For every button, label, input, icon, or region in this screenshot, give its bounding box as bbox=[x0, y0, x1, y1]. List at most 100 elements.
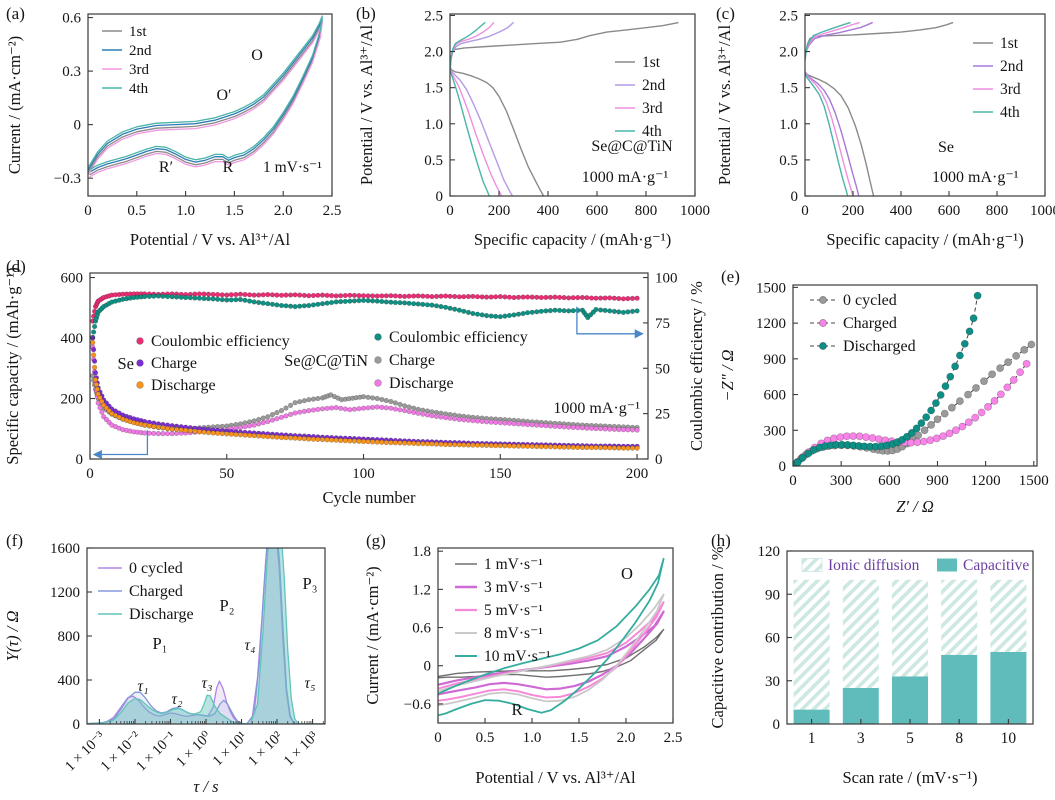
svg-text:0: 0 bbox=[791, 189, 799, 205]
svg-text:Z′ / Ω: Z′ / Ω bbox=[896, 497, 934, 516]
svg-text:0: 0 bbox=[655, 452, 663, 468]
svg-text:0: 0 bbox=[74, 118, 82, 134]
svg-text:2nd: 2nd bbox=[642, 77, 666, 94]
svg-text:100: 100 bbox=[655, 271, 678, 287]
plot-frame bbox=[792, 284, 1038, 467]
svg-text:600: 600 bbox=[878, 473, 901, 489]
svg-text:Ionic diffusion: Ionic diffusion bbox=[828, 557, 920, 574]
svg-text:50: 50 bbox=[219, 466, 234, 482]
svg-text:1500: 1500 bbox=[756, 280, 786, 296]
svg-text:50: 50 bbox=[655, 361, 670, 377]
svg-text:0: 0 bbox=[779, 459, 787, 475]
svg-text:300: 300 bbox=[830, 473, 853, 489]
svg-text:150: 150 bbox=[489, 466, 512, 482]
panel-g-chart: 0 0.5 1.0 1.5 2.0 2.5 −0.6 0 0.6 1.2 1.8 Potential … bbox=[363, 544, 682, 787]
svg-text:Charge: Charge bbox=[389, 352, 435, 369]
svg-text:P₂: P₂ bbox=[220, 596, 235, 615]
plot-frame bbox=[89, 272, 649, 460]
panel-c-label: (c) bbox=[716, 4, 735, 23]
bar-capacitive bbox=[842, 687, 879, 724]
svg-text:−0.3: −0.3 bbox=[54, 171, 81, 187]
svg-text:0.6: 0.6 bbox=[412, 621, 431, 637]
svg-text:1000 mA·g⁻¹: 1000 mA·g⁻¹ bbox=[553, 400, 640, 417]
svg-text:Current / (mA·cm⁻²): Current / (mA·cm⁻²) bbox=[363, 566, 382, 704]
panel-f: (f) 1 × 10⁻³ 1 × 10⁻² 1 × 10⁻¹ 1 × 10⁰ 1 × 1… bbox=[0, 521, 360, 800]
svg-text:8: 8 bbox=[955, 730, 963, 747]
svg-text:1st: 1st bbox=[1000, 35, 1019, 52]
svg-text:1.0: 1.0 bbox=[523, 730, 542, 746]
svg-text:0: 0 bbox=[436, 189, 444, 205]
svg-text:0 cycled: 0 cycled bbox=[843, 292, 897, 309]
svg-text:2nd: 2nd bbox=[1000, 58, 1024, 75]
panel-d-label: (d) bbox=[6, 257, 26, 276]
svg-text:Discharged: Discharged bbox=[843, 338, 916, 355]
panel-a: (a) 0 0.5 1.0 1.5 2.0 2.5 −0.3 0 0.3 0.6 Potential… bbox=[0, 0, 350, 252]
svg-text:1.5: 1.5 bbox=[225, 203, 244, 219]
svg-text:3rd: 3rd bbox=[129, 62, 149, 78]
panel-e-series-layer bbox=[793, 291, 1036, 466]
svg-text:10 mV·s⁻¹: 10 mV·s⁻¹ bbox=[484, 648, 551, 665]
svg-text:1st: 1st bbox=[642, 54, 661, 71]
bar-capacitive bbox=[892, 676, 928, 724]
svg-text:0.6: 0.6 bbox=[62, 11, 81, 27]
svg-text:O′: O′ bbox=[216, 87, 231, 104]
svg-text:3rd: 3rd bbox=[1000, 81, 1021, 98]
svg-text:600: 600 bbox=[764, 388, 787, 404]
svg-text:Scan rate / (mV·s⁻¹): Scan rate / (mV·s⁻¹) bbox=[842, 768, 977, 787]
svg-text:O: O bbox=[251, 47, 263, 64]
svg-text:0: 0 bbox=[789, 473, 797, 489]
bar-capacitive bbox=[990, 651, 1027, 724]
svg-text:Discharge: Discharge bbox=[129, 606, 194, 623]
panel-b-chart: 0 200 400 600 800 1000 0 0.5 1.0 1.5 2.0 2.5 Specifi… bbox=[357, 8, 710, 249]
svg-text:5 mV·s⁻¹: 5 mV·s⁻¹ bbox=[484, 602, 543, 619]
svg-text:0.5: 0.5 bbox=[779, 153, 798, 169]
panel-b: (b) 0 200 400 600 800 1000 0 0.5 1.0 1.5 2.0 2.5 Spe… bbox=[350, 0, 710, 252]
svg-text:Specific capacity / (mAh·g⁻¹): Specific capacity / (mAh·g⁻¹) bbox=[3, 267, 22, 464]
svg-text:R′: R′ bbox=[159, 159, 173, 176]
svg-text:10: 10 bbox=[1001, 730, 1017, 747]
svg-text:100: 100 bbox=[352, 466, 375, 482]
svg-text:1.8: 1.8 bbox=[412, 544, 431, 560]
svg-text:0: 0 bbox=[773, 717, 781, 733]
svg-text:30: 30 bbox=[765, 674, 780, 690]
axis-indicator-arrow bbox=[92, 430, 149, 460]
svg-text:τ₃: τ₃ bbox=[202, 675, 213, 692]
axis-indicator-arrow bbox=[576, 306, 644, 339]
svg-text:2.0: 2.0 bbox=[274, 203, 293, 219]
svg-text:600: 600 bbox=[938, 203, 961, 219]
svg-text:0: 0 bbox=[434, 730, 442, 746]
svg-text:τ₅: τ₅ bbox=[305, 675, 316, 692]
panel-g-label: (g) bbox=[366, 531, 386, 550]
svg-text:τ₂: τ₂ bbox=[172, 691, 184, 708]
svg-text:Se@C@TiN: Se@C@TiN bbox=[284, 351, 368, 370]
svg-text:0.5: 0.5 bbox=[127, 203, 146, 219]
svg-text:400: 400 bbox=[890, 203, 913, 219]
svg-text:25: 25 bbox=[655, 407, 670, 423]
panel-a-label: (a) bbox=[6, 4, 25, 23]
svg-text:300: 300 bbox=[764, 423, 787, 439]
svg-text:1000 mA·g⁻¹: 1000 mA·g⁻¹ bbox=[932, 169, 1019, 186]
svg-text:0: 0 bbox=[801, 203, 809, 219]
svg-text:800: 800 bbox=[635, 203, 658, 219]
svg-text:Specific capacity / (mAh·g⁻¹): Specific capacity / (mAh·g⁻¹) bbox=[826, 230, 1023, 249]
svg-text:1 × 10⁻¹: 1 × 10⁻¹ bbox=[133, 729, 179, 775]
svg-text:Capacitive contribution / %: Capacitive contribution / % bbox=[708, 546, 727, 728]
svg-text:Capacitive: Capacitive bbox=[963, 557, 1029, 574]
svg-text:75: 75 bbox=[655, 316, 670, 332]
svg-text:1 × 10⁰: 1 × 10⁰ bbox=[173, 728, 215, 770]
panel-h-chart: 1 3 5 8 10 0 30 60 90 120 Scan rate / (mV·s⁻¹) Capa… bbox=[708, 544, 1034, 787]
svg-text:1000 mA·g⁻¹: 1000 mA·g⁻¹ bbox=[582, 169, 669, 186]
svg-text:2.0: 2.0 bbox=[424, 45, 443, 61]
svg-text:600: 600 bbox=[61, 271, 84, 287]
plot-frame bbox=[804, 13, 1046, 197]
panel-c: (c) 0 200 400 600 800 1000 0 0.5 1.0 1.5 2.0 2.5 Spe… bbox=[710, 0, 1055, 252]
svg-text:200: 200 bbox=[626, 466, 649, 482]
svg-text:2.5: 2.5 bbox=[424, 8, 443, 24]
svg-text:−0.6: −0.6 bbox=[404, 697, 432, 713]
panel-h-label: (h) bbox=[711, 531, 731, 550]
svg-text:2.5: 2.5 bbox=[323, 203, 342, 219]
svg-text:800: 800 bbox=[986, 203, 1009, 219]
panel-c-series-layer bbox=[805, 22, 954, 196]
svg-text:Coulombic efficiency: Coulombic efficiency bbox=[151, 333, 290, 350]
svg-text:1500: 1500 bbox=[1019, 473, 1049, 489]
